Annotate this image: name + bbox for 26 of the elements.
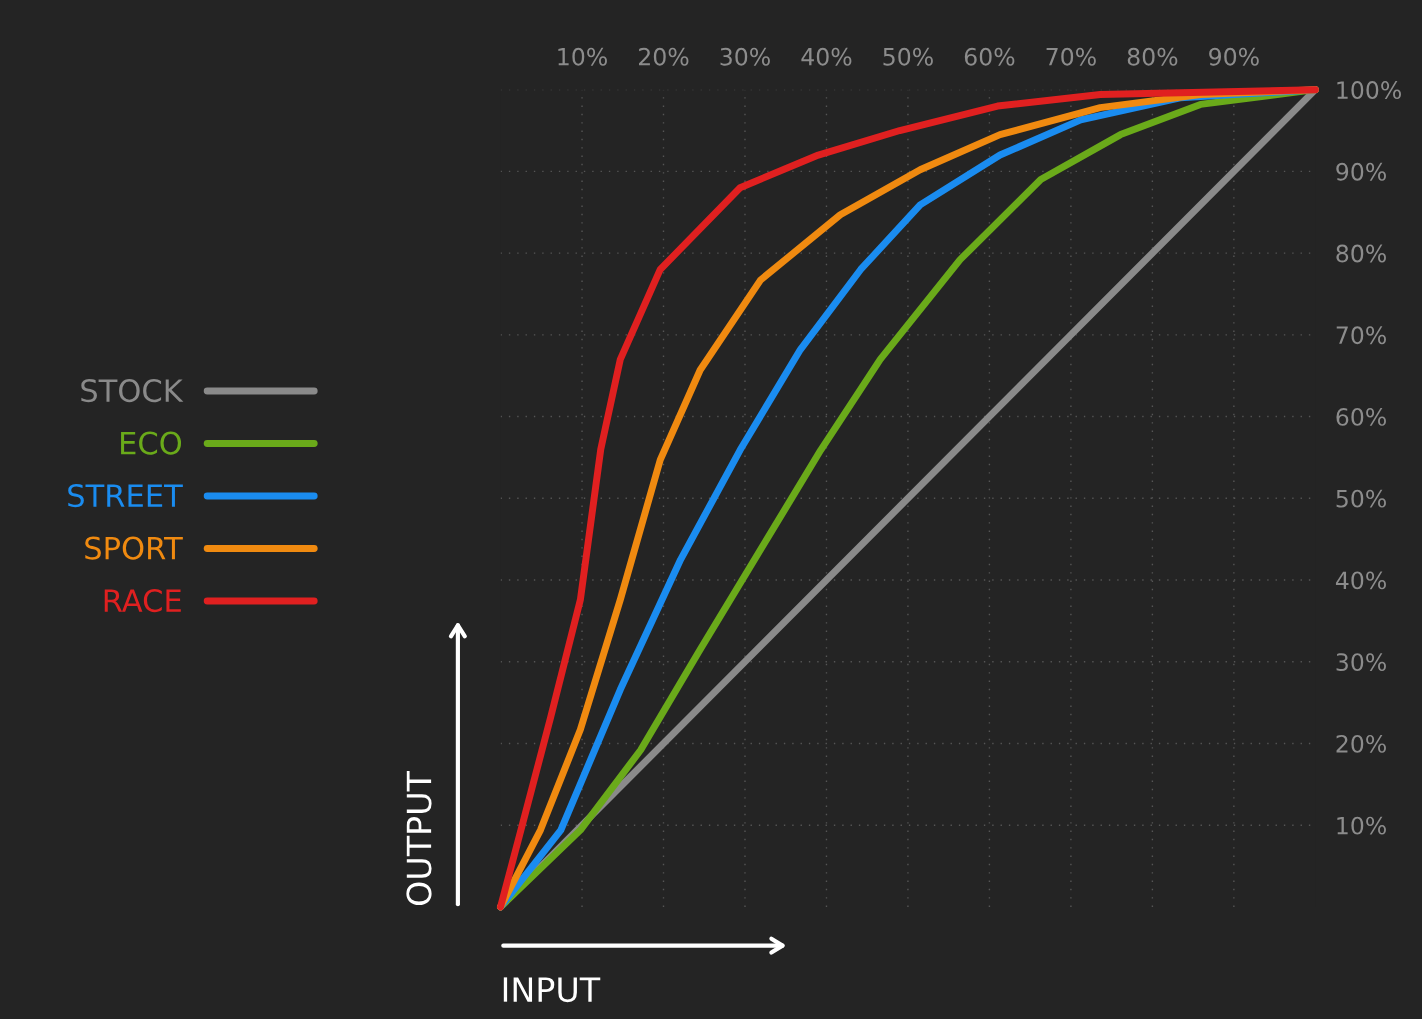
x-tick-label: 50%: [883, 47, 933, 66]
x-tick-label: 30%: [720, 47, 770, 66]
y-tick-label: 100%: [1337, 81, 1401, 99]
y-tick-label: 90%: [1336, 162, 1386, 181]
legend-label: ECO: [121, 431, 182, 455]
legend-label: STOCK: [81, 379, 184, 403]
x-tick-label: 90%: [1209, 47, 1259, 66]
x-axis-title: INPUT: [503, 977, 601, 1003]
legend-label: STREET: [68, 484, 183, 508]
y-tick-label: 80%: [1336, 244, 1386, 263]
legend-label: SPORT: [85, 536, 183, 560]
y-tick-label: 40%: [1335, 571, 1386, 590]
y-tick-label: 20%: [1336, 734, 1386, 753]
y-tick-label: 70%: [1336, 326, 1386, 345]
x-tick-label: 70%: [1046, 47, 1096, 66]
y-tick-label: 50%: [1336, 489, 1386, 508]
y-axis-title: OUTPUT: [406, 770, 432, 906]
x-tick-label: 80%: [1127, 47, 1178, 66]
x-tick-label: 10%: [558, 47, 607, 66]
x-tick-label: 20%: [639, 47, 689, 66]
x-tick-label: 60%: [964, 47, 1015, 66]
y-tick-label: 10%: [1337, 816, 1386, 835]
y-tick-label: 30%: [1336, 653, 1386, 672]
y-tick-label: 60%: [1336, 408, 1386, 426]
x-tick-label: 40%: [801, 47, 852, 66]
legend-label: RACE: [104, 589, 181, 613]
